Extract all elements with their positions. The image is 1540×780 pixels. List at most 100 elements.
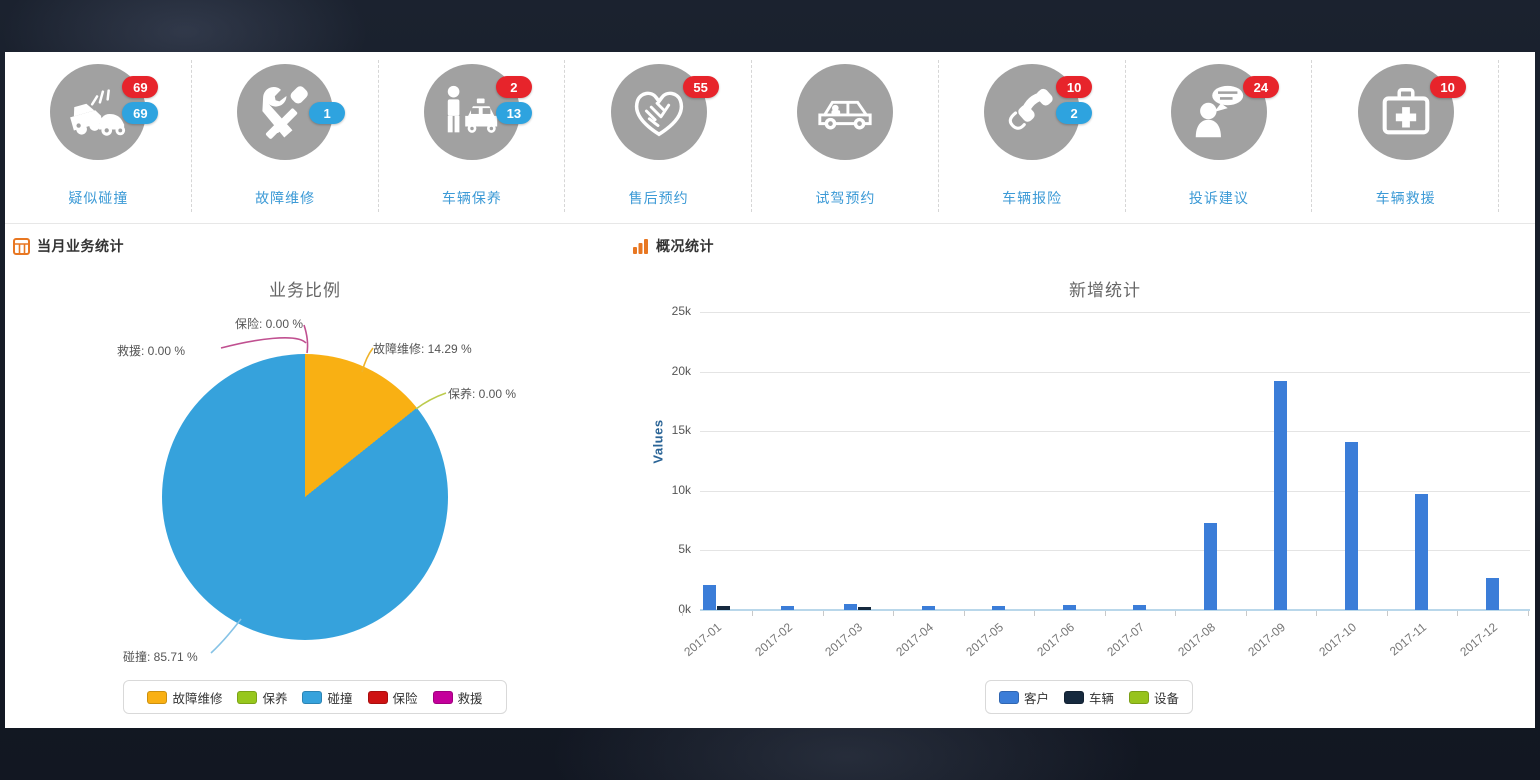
legend-swatch: [147, 690, 168, 704]
pie-callout-label: 保险: 0.00 %: [234, 317, 303, 331]
legend-swatch: [432, 690, 453, 704]
x-axis-tick: [963, 611, 965, 616]
legend-swatch: [302, 690, 323, 704]
quick-action-label: 疑似碰撞: [68, 190, 129, 206]
y-axis-tick-label: 10k: [671, 482, 691, 497]
quick-action-8[interactable]: 10 车辆救援: [1312, 52, 1499, 224]
bar-客户-2017-11[interactable]: [1415, 494, 1428, 610]
quick-action-label: 投诉建议: [1188, 190, 1249, 206]
pie-legend-item[interactable]: 故障维修: [147, 688, 222, 707]
y-axis-tick-label: 5k: [678, 542, 691, 557]
pie-callout-line: [415, 392, 447, 410]
notification-badge: 10: [1056, 76, 1093, 98]
bar-legend-item[interactable]: 客户: [998, 688, 1049, 707]
bar-车辆-2017-01[interactable]: [717, 606, 730, 610]
bar-客户-2017-10[interactable]: [1344, 441, 1358, 610]
pie-legend-item[interactable]: 碰撞: [302, 688, 353, 707]
bar-chart-legend: 客户 车辆 设备: [985, 680, 1193, 714]
legend-swatch: [1129, 690, 1149, 704]
x-axis-category-label: 2017-02: [751, 620, 795, 660]
x-axis-tick: [1316, 611, 1318, 616]
quick-action-2[interactable]: 1 故障维修: [192, 52, 379, 224]
x-axis-category-label: 2017-11: [1386, 620, 1429, 659]
overview-header: 概况统计: [632, 236, 714, 256]
legend-swatch: [237, 690, 258, 704]
pie-callout-line: [210, 618, 242, 654]
bar-legend-item[interactable]: 车辆: [1063, 688, 1114, 707]
gridline: [700, 312, 1530, 313]
quick-action-label: 试驾预约: [815, 190, 876, 206]
pie-callout-line: [303, 324, 309, 354]
quick-action-label: 车辆报险: [1002, 190, 1063, 206]
bar-客户-2017-02[interactable]: [780, 605, 794, 610]
pie-legend: 故障维修 保养 碰撞 保险 救援: [123, 680, 507, 714]
pie-legend-item[interactable]: 救援: [432, 688, 483, 707]
quick-action-label: 车辆救援: [1375, 190, 1436, 206]
x-axis-tick: [1175, 611, 1177, 616]
bar-chart-title: 新增统计: [1069, 281, 1141, 300]
gridline: [700, 490, 1530, 492]
x-axis-category-label: 2017-09: [1245, 620, 1288, 660]
quick-action-6[interactable]: 10 2 车辆报险: [939, 52, 1126, 224]
gridline: [700, 371, 1530, 373]
bar-客户-2017-07[interactable]: [1133, 604, 1146, 610]
bar-客户-2017-08[interactable]: [1203, 522, 1217, 610]
bar-客户-2017-01[interactable]: [703, 584, 716, 610]
legend-label: 保养: [262, 691, 288, 706]
legend-label: 救援: [457, 691, 483, 706]
pie-callout-label: 保养: 0.00 %: [448, 387, 517, 401]
bar-客户-2017-03[interactable]: [844, 604, 857, 610]
x-axis-tick: [681, 611, 683, 616]
quick-action-4[interactable]: 55 售后预约: [565, 52, 752, 224]
bar-车辆-2017-03[interactable]: [858, 607, 871, 610]
x-axis-category-label: 2017-03: [822, 620, 865, 660]
gridline: [700, 550, 1530, 552]
x-axis-category-label: 2017-08: [1174, 620, 1218, 660]
quick-action-3[interactable]: 2 13 车辆保养: [379, 52, 566, 224]
x-axis-category-label: 2017-06: [1033, 620, 1077, 660]
pie-chart[interactable]: [162, 354, 448, 640]
bar-客户-2017-06[interactable]: [1062, 605, 1076, 610]
y-axis-tick-label: 20k: [671, 363, 691, 378]
quick-action-1[interactable]: 69 69 疑似碰撞: [5, 52, 192, 224]
legend-label: 客户: [1023, 691, 1049, 706]
legend-swatch: [1063, 690, 1084, 704]
quick-action-5[interactable]: 试驾预约: [752, 52, 939, 224]
monthly-business-title: 当月业务统计: [37, 238, 124, 254]
pie-callout-label: 故障维修: 14.29 %: [373, 342, 472, 356]
quick-actions-row: 69 69 疑似碰撞 1 故障维修 2 13 车辆保养 55 售后预约 试驾预约 10 2 车辆报险 24 投…: [5, 52, 1535, 224]
x-axis-tick: [1034, 611, 1036, 616]
monthly-business-header: 当月业务统计: [13, 236, 124, 256]
x-axis-category-label: 2017-10: [1315, 620, 1359, 660]
bar-客户-2017-09[interactable]: [1274, 381, 1287, 610]
x-axis-category-label: 2017-04: [892, 620, 936, 660]
notification-badge: 2: [495, 76, 532, 98]
gridline: [700, 431, 1530, 433]
bar-客户-2017-04[interactable]: [921, 606, 935, 610]
x-axis-tick: [1104, 611, 1106, 616]
pie-callout-line: [220, 337, 307, 349]
x-axis-tick: [1527, 611, 1529, 616]
quick-action-label: 故障维修: [255, 190, 316, 206]
bar-chart-ylabel: Values: [650, 419, 666, 464]
y-axis-tick-label: 25k: [671, 304, 691, 318]
pie-callout-label: 救援: 0.00 %: [117, 344, 186, 358]
pie-legend-item[interactable]: 保险: [367, 688, 418, 707]
bar-客户-2017-12[interactable]: [1485, 577, 1499, 610]
legend-label: 碰撞: [327, 691, 353, 706]
pie-legend-item[interactable]: 保养: [237, 688, 287, 707]
x-axis-category-label: 2017-01: [681, 620, 724, 660]
legend-swatch: [367, 690, 388, 704]
car-icon: [797, 64, 894, 160]
bar-legend-item[interactable]: 设备: [1129, 688, 1179, 707]
quick-action-7[interactable]: 24 投诉建议: [1126, 52, 1313, 224]
bar-chart-icon: [632, 238, 649, 255]
legend-label: 车辆: [1088, 691, 1114, 706]
x-axis-category-label: 2017-07: [1104, 620, 1147, 660]
x-axis-category-label: 2017-12: [1456, 620, 1500, 660]
x-axis-tick: [893, 611, 895, 616]
overview-title: 概况统计: [656, 238, 714, 254]
dashboard-panel: 69 69 疑似碰撞 1 故障维修 2 13 车辆保养 55 售后预约 试驾预约 10 2 车辆报险 24 投…: [5, 52, 1535, 728]
bar-客户-2017-05[interactable]: [992, 606, 1005, 610]
